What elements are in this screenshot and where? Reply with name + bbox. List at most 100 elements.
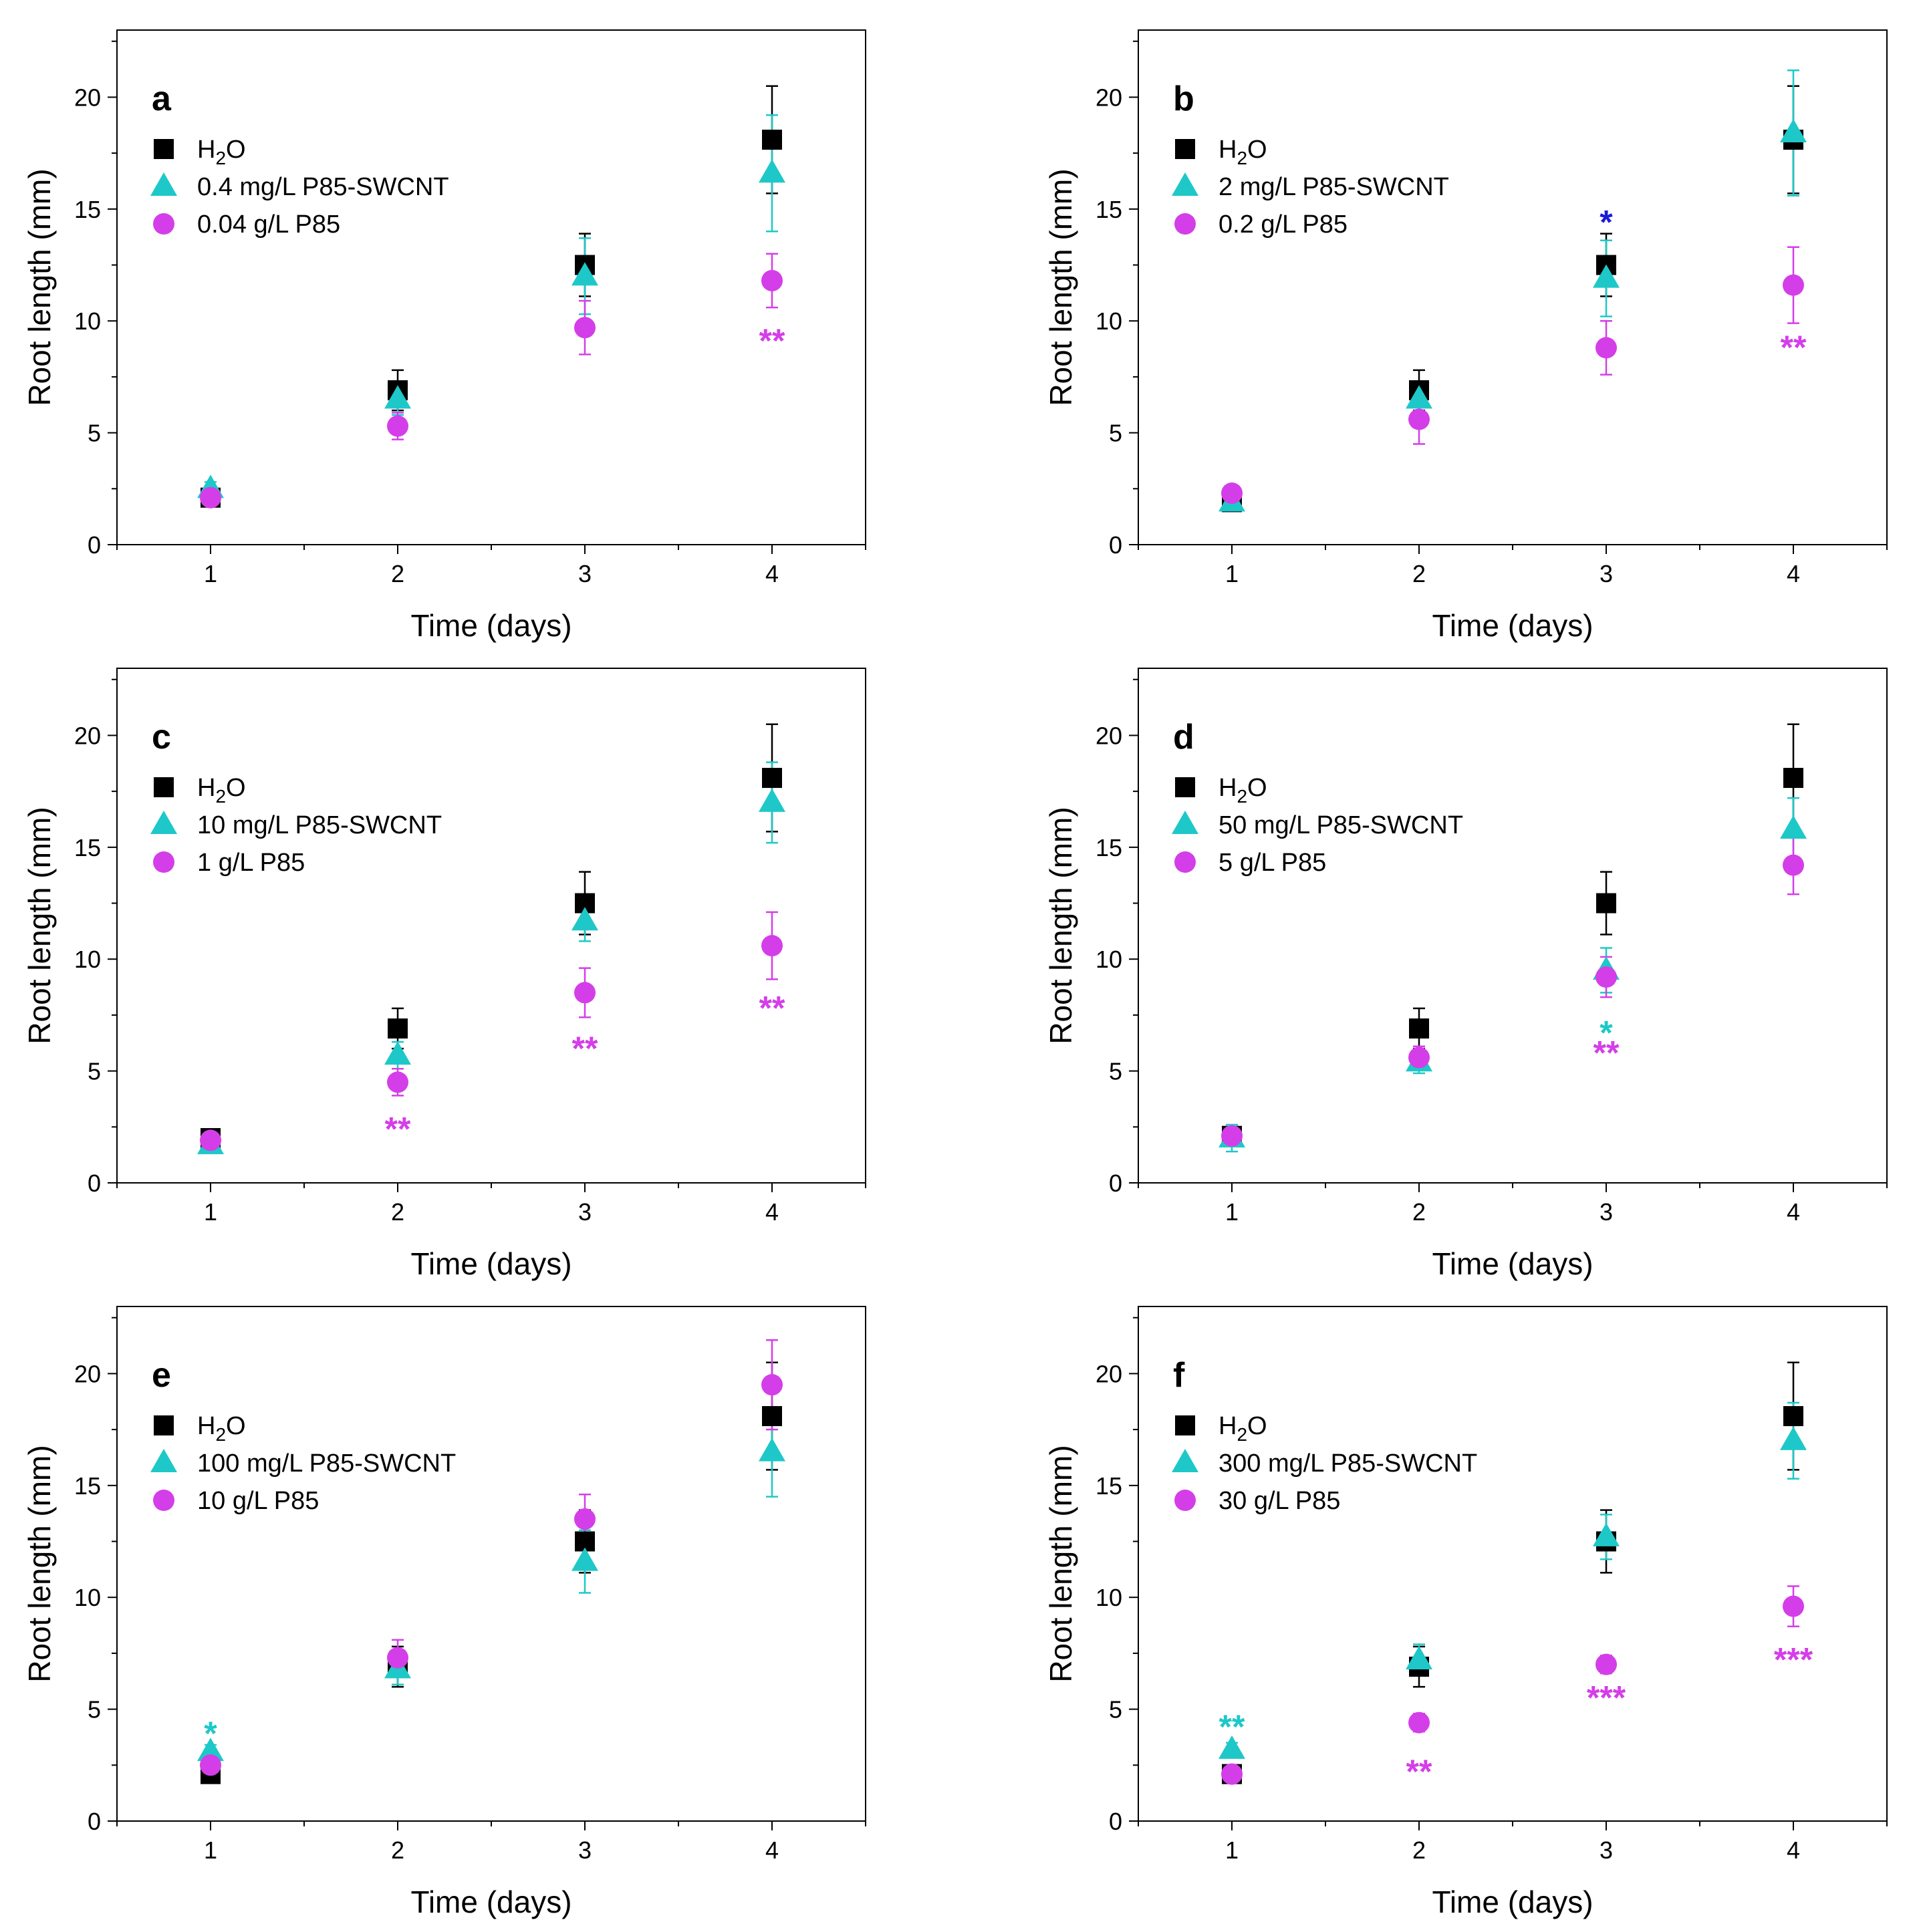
- x-tick-label: 1: [204, 1836, 217, 1864]
- data-point-triangle: [384, 385, 411, 409]
- data-point-circle: [574, 1508, 596, 1530]
- data-point-triangle: [759, 1437, 785, 1462]
- series-circle: [1226, 835, 1799, 1143]
- legend-marker-circle: [1174, 851, 1196, 873]
- y-tick-label: 0: [1109, 1808, 1122, 1835]
- panel-label: e: [152, 1356, 171, 1395]
- x-tick-label: 4: [1787, 1836, 1800, 1864]
- legend-marker-square: [154, 1415, 174, 1435]
- y-tick-label: 20: [1096, 84, 1122, 111]
- plot-frame: [1138, 668, 1888, 1184]
- y-tick-label: 20: [74, 1360, 101, 1387]
- data-point-circle: [574, 317, 596, 339]
- data-point-circle: [387, 1071, 408, 1093]
- plot-frame: [116, 1306, 866, 1822]
- x-tick-label: 4: [765, 1198, 779, 1226]
- x-tick-label: 3: [578, 1836, 592, 1864]
- panel-a: 0 5 10 15 20 1 2 3 4 Time (days) Root length (mm) a…: [22, 29, 866, 643]
- y-tick-label: 5: [1109, 420, 1122, 447]
- data-point-triangle: [759, 159, 785, 183]
- legend-marker-triangle: [1172, 172, 1198, 196]
- data-point-square: [762, 768, 782, 789]
- y-axis-title: Root length (mm): [22, 168, 57, 406]
- significance-mark: ***: [1587, 1679, 1626, 1717]
- data-point-triangle: [571, 262, 598, 286]
- legend-label: 300 mg/L P85-SWCNT: [1219, 1450, 1477, 1478]
- legend-label: H2O: [197, 136, 246, 168]
- significance-mark: *: [1600, 204, 1613, 241]
- panel-f: 0 5 10 15 20 1 2 3 4 Time (days) Root length (mm) f…: [1043, 1306, 1888, 1919]
- x-tick-label: 1: [1225, 560, 1239, 587]
- x-axis-title: Time (days): [410, 1885, 571, 1919]
- legend-marker-triangle: [150, 172, 177, 196]
- significance-mark: **: [385, 1110, 411, 1147]
- x-axis-title: Time (days): [1432, 608, 1593, 643]
- y-axis-title: Root length (mm): [1043, 807, 1078, 1044]
- y-tick-label: 15: [74, 834, 101, 861]
- series-markers-circle: [1221, 1595, 1804, 1785]
- legend: H2O 10 mg/L P85-SWCNT 1 g/L P85: [150, 774, 442, 877]
- legend-marker-circle: [153, 213, 174, 235]
- series-square: [1226, 723, 1799, 1143]
- series-square: [205, 85, 778, 505]
- data-point-circle: [1595, 337, 1617, 359]
- plot-frame: [1138, 29, 1888, 545]
- data-point-circle: [1595, 1653, 1617, 1675]
- significance-mark: **: [572, 1030, 598, 1067]
- y-axis-title: Root length (mm): [22, 1445, 57, 1682]
- y-tick-label: 5: [88, 1696, 101, 1723]
- series-triangle: [1226, 70, 1799, 510]
- y-tick-label: 10: [74, 1584, 101, 1611]
- data-point-triangle: [1593, 1522, 1620, 1546]
- y-axis-title: Root length (mm): [22, 807, 57, 1044]
- data-point-circle: [1408, 1047, 1430, 1069]
- legend-label: 100 mg/L P85-SWCNT: [197, 1450, 456, 1478]
- x-tick-label: 3: [578, 1198, 592, 1226]
- x-tick-label: 2: [391, 1836, 404, 1864]
- x-tick-label: 1: [204, 560, 217, 587]
- x-tick-label: 3: [1600, 1836, 1613, 1864]
- legend-marker-circle: [1174, 1490, 1196, 1511]
- data-point-circle: [1221, 1125, 1243, 1147]
- significance-mark: *: [1600, 1014, 1613, 1051]
- y-tick-label: 5: [1109, 1058, 1122, 1085]
- y-tick-label: 10: [74, 307, 101, 335]
- y-tick-label: 0: [88, 531, 101, 559]
- x-tick-label: 2: [391, 1198, 404, 1226]
- x-tick-label: 2: [1412, 560, 1426, 587]
- data-point-circle: [574, 982, 596, 1004]
- legend-label: 0.04 g/L P85: [197, 211, 340, 239]
- legend: H2O 50 mg/L P85-SWCNT 5 g/L P85: [1172, 774, 1463, 877]
- y-tick-label: 0: [1109, 531, 1122, 559]
- y-tick-label: 10: [1096, 946, 1122, 973]
- legend-marker-square: [1175, 139, 1195, 159]
- data-point-circle: [387, 1647, 408, 1669]
- x-tick-label: 1: [204, 1198, 217, 1226]
- legend-marker-circle: [153, 1490, 174, 1511]
- data-point-circle: [761, 935, 783, 957]
- legend-label: 30 g/L P85: [1219, 1487, 1340, 1515]
- series-square: [1226, 85, 1799, 510]
- significance-mark: **: [759, 322, 785, 360]
- data-point-triangle: [1780, 119, 1807, 142]
- data-point-triangle: [384, 1041, 411, 1065]
- significance-mark: ***: [1774, 1641, 1813, 1679]
- x-tick-label: 4: [765, 560, 779, 587]
- x-tick-label: 1: [1225, 1836, 1239, 1864]
- legend-label: H2O: [197, 774, 246, 807]
- data-point-triangle: [759, 788, 785, 812]
- x-tick-label: 3: [1600, 1198, 1613, 1226]
- series-markers-triangle: [1219, 119, 1807, 512]
- data-point-square: [1596, 893, 1616, 914]
- x-axis-title: Time (days): [410, 608, 571, 643]
- series-circle: [205, 1339, 778, 1773]
- data-point-circle: [1408, 1711, 1430, 1734]
- y-tick-label: 15: [1096, 196, 1122, 223]
- data-point-square: [762, 130, 782, 150]
- y-tick-label: 0: [88, 1808, 101, 1835]
- x-axis-title: Time (days): [410, 1246, 571, 1281]
- series-circle: [1226, 246, 1799, 501]
- legend-label: 2 mg/L P85-SWCNT: [1219, 173, 1449, 201]
- x-axis-title: Time (days): [1432, 1246, 1593, 1281]
